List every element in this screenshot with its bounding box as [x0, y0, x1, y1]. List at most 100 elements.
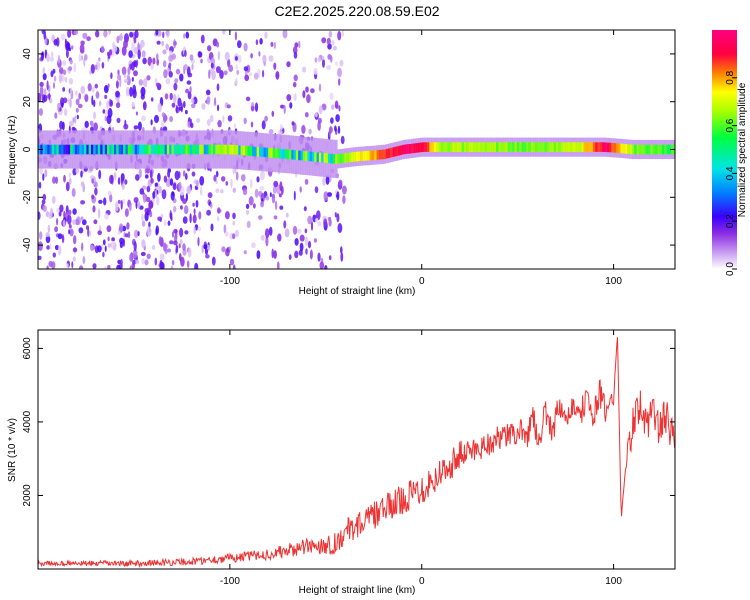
colorbar-tick-label: 0.0: [725, 262, 736, 276]
spectrogram-ridge-cell: [282, 149, 285, 159]
spectrogram-x-tick-label: 100: [605, 276, 622, 287]
spectrogram-noise-cell: [321, 103, 327, 111]
spectrogram-ridge-cell: [609, 142, 612, 153]
spectrogram-noise-cell: [148, 201, 153, 209]
spectrogram-ridge-cell: [166, 144, 170, 155]
spectrogram-ridge-cell: [447, 142, 451, 152]
spectrogram-noise-cell: [258, 215, 263, 220]
spectrogram-ridge-cell: [88, 144, 92, 155]
spectrogram-noise-cell: [81, 242, 84, 250]
spectrogram-ridge-cell: [291, 149, 294, 160]
spectrogram-noise-cell: [38, 211, 41, 220]
spectrogram-ridge-cell: [67, 144, 71, 155]
spectrogram-noise-cell: [108, 30, 112, 35]
spectrogram-ridge-cell: [192, 144, 195, 155]
spectrogram-ridge-cell: [61, 144, 64, 155]
spectrogram-noise-cell: [340, 246, 343, 254]
spectrogram-noise-cell: [161, 189, 167, 200]
spectrogram-noise-cell: [53, 82, 55, 89]
spectrogram-noise-cell: [46, 80, 49, 91]
spectrogram-noise-cell: [49, 56, 55, 62]
spectrogram-noise-cell: [242, 188, 248, 196]
spectrogram-noise-cell: [146, 75, 151, 81]
spectrogram-ridge-cell: [153, 144, 156, 155]
spectrogram-ridge-cell: [97, 144, 101, 155]
spectrogram-noise-cell: [308, 128, 312, 135]
spectrogram-noise-cell: [178, 106, 183, 111]
spectrogram-noise-cell: [245, 96, 251, 102]
spectrogram-ridge-cell: [196, 144, 200, 155]
colorbar-tick-label: 0.6: [725, 118, 736, 132]
spectrogram-noise-cell: [171, 259, 175, 266]
spectrogram-noise-cell: [235, 64, 239, 70]
spectrogram-noise-cell: [47, 224, 51, 233]
spectrogram-noise-cell: [169, 240, 174, 245]
spectrogram-ridge-cell: [493, 142, 497, 152]
spectrogram-noise-cell: [168, 71, 173, 78]
spectrogram-ridge-cell: [242, 145, 246, 156]
spectrogram-y-tick-label: -20: [22, 190, 33, 205]
spectrogram-noise-cell: [58, 245, 62, 256]
spectrogram-noise-cell: [232, 233, 236, 240]
spectrogram-noise-cell: [177, 97, 182, 107]
spectrogram-ridge-cell: [137, 144, 140, 155]
spectrogram-noise-cell: [64, 77, 68, 83]
spectrogram-ridge-cell: [139, 144, 142, 155]
spectrogram-noise-cell: [156, 196, 160, 206]
spectrogram-ridge-cell: [454, 142, 458, 152]
spectrogram-noise-cell: [121, 183, 125, 190]
spectrogram-ridge-cell: [537, 142, 541, 152]
colorbar-tick-label: 0.2: [725, 214, 736, 228]
spectrogram-noise-cell: [56, 207, 61, 213]
spectrogram-ridge-cell: [44, 144, 48, 155]
spectrogram-noise-cell: [63, 174, 66, 183]
spectrogram-noise-cell: [329, 126, 333, 134]
spectrogram-noise-cell: [332, 45, 337, 51]
colorbar-gradient: [712, 30, 737, 269]
spectrogram-noise-cell: [71, 188, 76, 197]
spectrogram-ridge-cell: [487, 142, 490, 152]
spectrogram-noise-cell: [132, 249, 138, 259]
spectrogram-noise-cell: [254, 102, 259, 112]
spectrogram-noise-cell: [87, 83, 92, 92]
spectrogram-ridge-cell: [252, 146, 255, 157]
spectrogram-ridge-cell: [470, 142, 474, 152]
spectrogram-ridge-cell: [259, 147, 262, 157]
spectrogram-ridge-cell: [123, 144, 126, 155]
spectrogram-noise-cell: [71, 45, 74, 50]
spectrogram-noise-cell: [75, 218, 80, 226]
spectrogram-noise-cell: [245, 203, 250, 209]
spectrogram-noise-cell: [230, 178, 233, 189]
spectrogram-noise-cell: [84, 120, 89, 128]
spectrogram-ridge-cell: [530, 142, 534, 152]
spectrogram-noise-cell: [115, 201, 119, 212]
spectrogram-noise-cell: [169, 212, 173, 220]
spectrogram-noise-cell: [62, 97, 68, 104]
spectrogram-noise-cell: [107, 83, 110, 88]
spectrogram-noise-cell: [124, 179, 128, 185]
spectrogram-noise-cell: [97, 208, 101, 219]
spectrogram-noise-cell: [341, 30, 345, 37]
spectrogram-noise-cell: [197, 226, 201, 232]
spectrogram-ridge-cell: [219, 144, 223, 155]
spectrogram-noise-cell: [98, 100, 102, 107]
spectrogram-ridge-cell: [572, 142, 575, 152]
spectrogram-ridge-cell: [466, 142, 469, 152]
spectrogram-ridge-cell: [514, 142, 518, 152]
spectrogram-noise-cell: [167, 220, 171, 226]
spectrogram-noise-cell: [67, 214, 72, 225]
spectrogram-noise-cell: [206, 98, 211, 105]
spectrogram-ridge-cell: [233, 145, 237, 155]
spectrogram-noise-cell: [163, 69, 168, 79]
spectrogram-ridge-cell: [286, 149, 290, 159]
spectrogram-noise-cell: [243, 117, 247, 125]
spectrogram-noise-cell: [313, 238, 317, 243]
spectrogram-noise-cell: [46, 245, 50, 250]
spectrogram-noise-cell: [171, 231, 175, 238]
spectrogram-ridge-cell: [270, 148, 274, 158]
spectrogram-noise-cell: [214, 97, 217, 106]
spectrogram-noise-cell: [175, 68, 181, 75]
spectrogram-noise-cell: [200, 58, 203, 64]
spectrogram-ridge-cell: [586, 142, 589, 152]
spectrogram-ridge-cell: [247, 146, 251, 156]
